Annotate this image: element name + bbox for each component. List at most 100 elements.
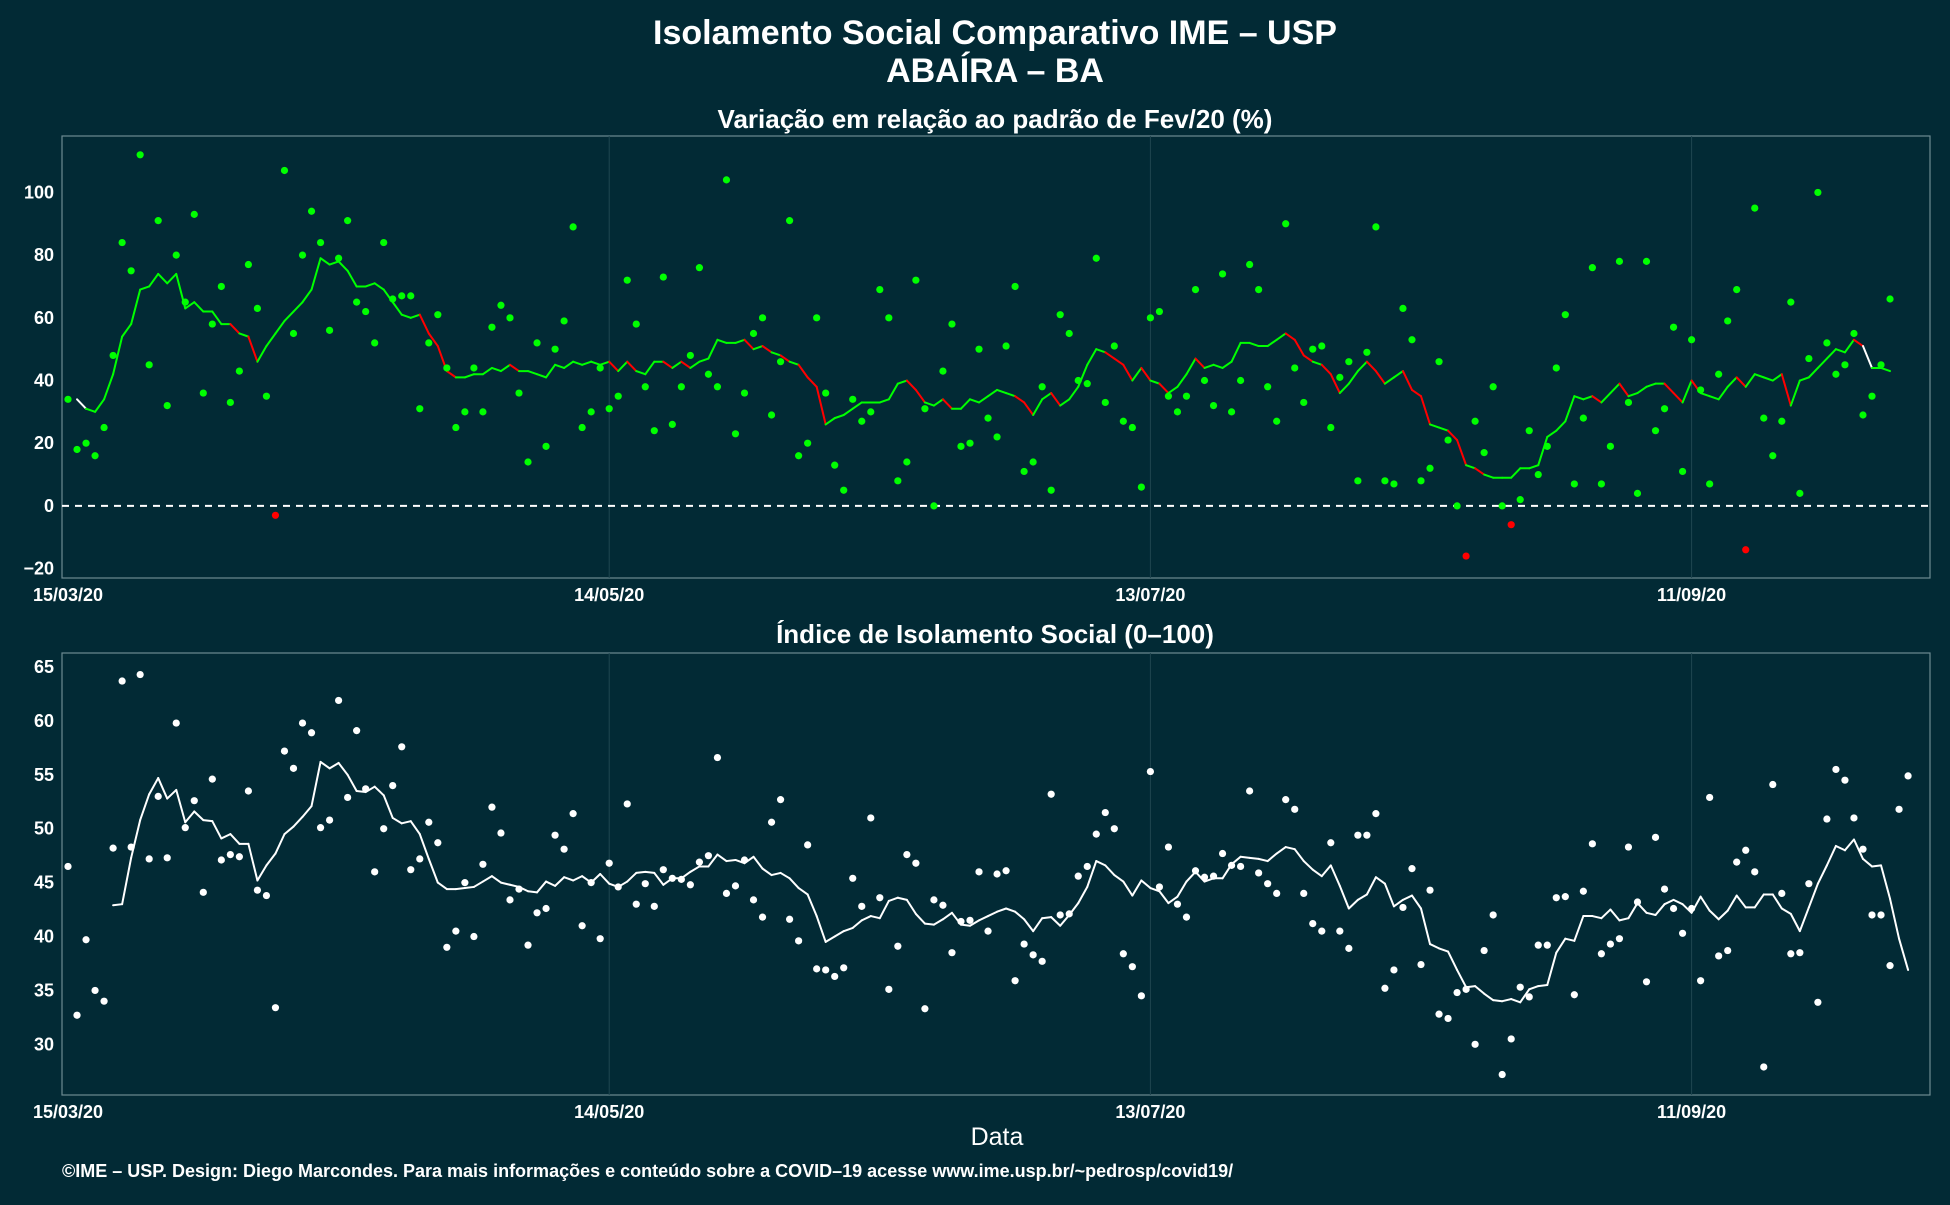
moving-average-segment [1834, 844, 1846, 852]
data-point [1255, 869, 1263, 877]
moving-average-segment [1852, 838, 1864, 860]
moving-average-segment [1546, 429, 1558, 438]
data-point [1417, 960, 1425, 969]
moving-average-segment [1627, 902, 1639, 920]
data-point [894, 942, 902, 950]
data-point [362, 307, 370, 316]
moving-average-segment [1347, 370, 1359, 385]
plot-frame [61, 135, 1931, 579]
data-point [560, 845, 568, 853]
moving-average-segment [1149, 887, 1161, 893]
moving-average-segment [499, 881, 511, 886]
data-point [1525, 427, 1533, 435]
data-point [1291, 805, 1299, 813]
moving-average-segment [1519, 988, 1531, 1004]
data-point [344, 217, 352, 225]
moving-average-segment [1474, 467, 1486, 476]
x-tick-label: 11/09/20 [1657, 585, 1726, 605]
moving-average-segment [1077, 885, 1089, 905]
moving-average-segment [427, 857, 439, 884]
moving-average-segment [1392, 370, 1404, 379]
data-point [1597, 950, 1605, 958]
data-point [822, 966, 830, 974]
data-point [1624, 398, 1633, 407]
moving-average-segment [1266, 852, 1278, 863]
data-point [1083, 862, 1091, 871]
moving-average-segment [1023, 401, 1035, 416]
data-point [1074, 872, 1082, 880]
moving-average-segment [896, 379, 908, 385]
data-point [1065, 329, 1073, 338]
x-tick-label: 11/09/20 [1657, 1102, 1726, 1122]
data-point [1534, 941, 1542, 949]
data-point [1056, 911, 1064, 919]
data-point [1327, 839, 1335, 847]
data-point [1489, 383, 1497, 391]
moving-average-segment [716, 853, 728, 863]
moving-average-segment [1005, 907, 1017, 913]
data-point [1101, 808, 1109, 817]
moving-average-segment [743, 338, 755, 351]
data-point [91, 986, 99, 995]
data-point [533, 909, 541, 917]
moving-average-segment [842, 407, 854, 416]
data-point [109, 844, 117, 852]
moving-average-segment [1600, 908, 1612, 920]
moving-average-segment [1898, 937, 1910, 971]
data-point [371, 868, 379, 876]
data-point [1841, 361, 1849, 369]
moving-average-segment [707, 338, 719, 360]
data-point [172, 251, 180, 259]
data-point [1769, 452, 1777, 460]
moving-average-segment [554, 363, 566, 369]
data-point [515, 389, 523, 397]
moving-average-segment [265, 332, 277, 348]
data-point [849, 395, 857, 403]
data-point [677, 383, 685, 391]
data-point [813, 314, 821, 322]
data-point [1615, 257, 1624, 265]
data-point [398, 743, 406, 751]
data-point [1453, 502, 1461, 510]
data-point [948, 320, 956, 328]
data-point [1669, 904, 1678, 913]
data-point [1354, 477, 1362, 485]
moving-average-segment [734, 338, 746, 344]
moving-average-segment [1068, 385, 1080, 401]
moving-average-segment [797, 887, 809, 896]
data-point [497, 301, 505, 309]
data-point [1525, 993, 1533, 1001]
y-tick-label: −20 [23, 559, 54, 579]
moving-average-segment [490, 366, 502, 373]
moving-average-segment [211, 820, 223, 840]
moving-average-segment [626, 871, 638, 883]
moving-average-segment [1158, 890, 1170, 905]
data-point [1570, 991, 1578, 999]
moving-average-segment [1383, 376, 1395, 385]
data-point [1886, 962, 1894, 970]
moving-average-segment [328, 761, 340, 770]
y-tick-label: 40 [34, 927, 54, 947]
moving-average-segment [635, 370, 647, 376]
moving-average-segment [1762, 376, 1774, 382]
moving-average-segment [1528, 464, 1540, 470]
moving-average-segment [887, 896, 899, 902]
data-point [1363, 348, 1371, 356]
moving-average-segment [1871, 864, 1883, 868]
data-point [1859, 845, 1867, 853]
panel-1: 15/03/20 14/05/20 13/07/20 11/09/20 −20 0 20 40… [23, 135, 1931, 605]
moving-average-segment [292, 301, 304, 313]
data-point [1336, 373, 1344, 381]
moving-average-segment [1861, 857, 1873, 868]
data-point [749, 896, 758, 904]
data-point [497, 829, 505, 837]
data-point [1733, 858, 1741, 866]
moving-average-segment [644, 870, 656, 874]
data-point [1038, 957, 1046, 965]
data-point [1119, 950, 1127, 958]
data-point [1498, 502, 1506, 510]
data-point [163, 854, 171, 862]
data-point [668, 874, 676, 882]
data-point [1246, 787, 1254, 795]
moving-average-segment [130, 288, 142, 326]
